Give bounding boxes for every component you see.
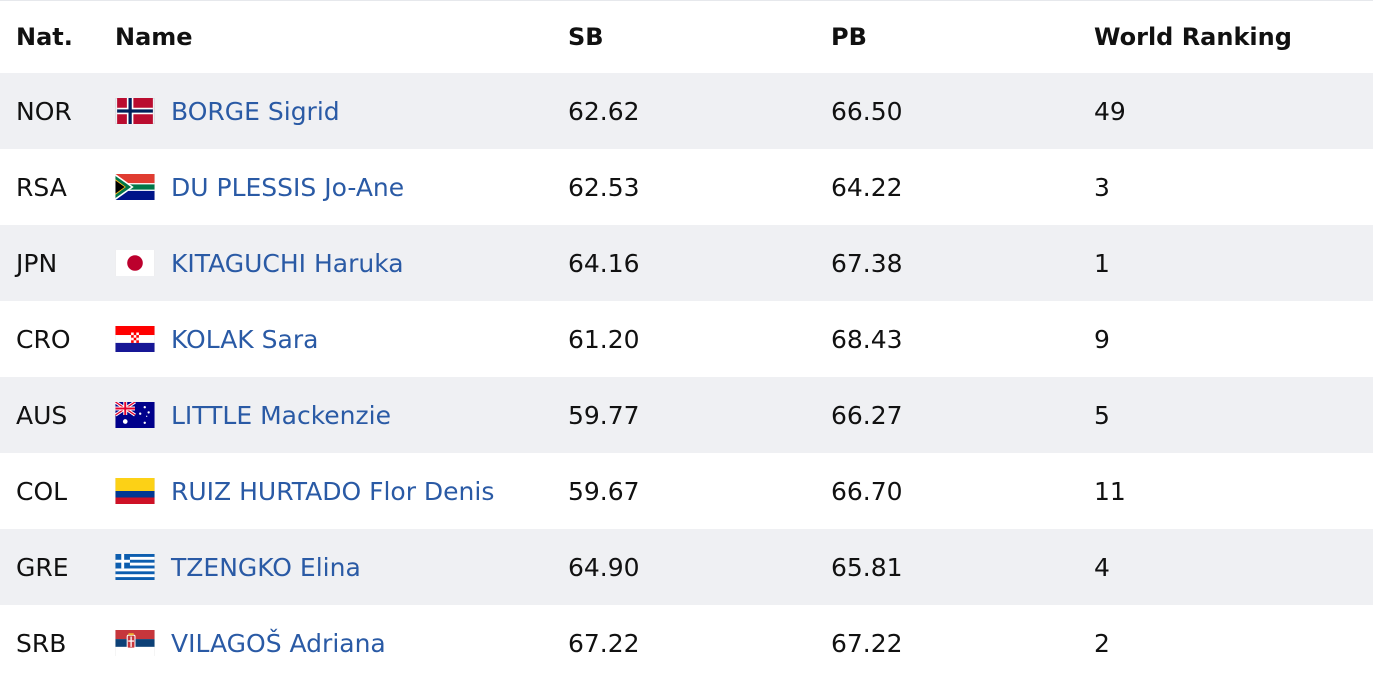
- sb-value: 64.16: [568, 248, 640, 278]
- world-ranking-value: 1: [1094, 248, 1110, 278]
- table-row: NOR BORGE Sigrid 62.62 66.50 49: [0, 73, 1373, 149]
- name-cell: DU PLESSIS Jo-Ane: [115, 173, 568, 202]
- name-cell: BORGE Sigrid: [115, 97, 568, 126]
- greece-flag-icon: [115, 554, 155, 580]
- nat-code: RSA: [16, 172, 67, 202]
- header-world-ranking[interactable]: World Ranking: [1094, 23, 1292, 51]
- norway-flag-icon: [115, 98, 155, 124]
- south-africa-flag-icon: [115, 174, 155, 200]
- nat-code: SRB: [16, 628, 67, 658]
- athlete-name-link[interactable]: LITTLE Mackenzie: [171, 400, 391, 430]
- nat-code: JPN: [16, 248, 58, 278]
- athlete-name-link[interactable]: TZENGKO Elina: [171, 552, 361, 582]
- name-cell: RUIZ HURTADO Flor Denis: [115, 477, 568, 506]
- sb-value: 61.20: [568, 324, 640, 354]
- pb-value: 66.50: [831, 96, 903, 126]
- pb-value: 64.22: [831, 172, 903, 202]
- pb-value: 67.22: [831, 628, 903, 658]
- sb-value: 59.77: [568, 400, 640, 430]
- world-ranking-value: 49: [1094, 96, 1126, 126]
- table-header: Nat. Name SB PB World Ranking: [0, 1, 1373, 73]
- table-row: JPN KITAGUCHI Haruka 64.16 67.38 1: [0, 225, 1373, 301]
- nat-code: COL: [16, 476, 68, 506]
- pb-value: 66.27: [831, 400, 903, 430]
- nat-code: CRO: [16, 324, 71, 354]
- table-row: GRE TZENGKO Elina 64.90 65.81 4: [0, 529, 1373, 605]
- athlete-name-link[interactable]: KITAGUCHI Haruka: [171, 248, 404, 278]
- australia-flag-icon: [115, 402, 155, 428]
- colombia-flag-icon: [115, 478, 155, 504]
- table-row: RSA DU PLESSIS Jo-Ane 62.53 64.22 3: [0, 149, 1373, 225]
- sb-value: 62.53: [568, 172, 640, 202]
- table-row: AUS LITTLE Mackenzie 59.77 66.27 5: [0, 377, 1373, 453]
- athlete-name-link[interactable]: DU PLESSIS Jo-Ane: [171, 172, 405, 202]
- world-ranking-value: 4: [1094, 552, 1110, 582]
- name-cell: KOLAK Sara: [115, 325, 568, 354]
- nat-code: AUS: [16, 400, 68, 430]
- table-row: CRO KOLAK Sara 61.20 68.43 9: [0, 301, 1373, 377]
- sb-value: 59.67: [568, 476, 640, 506]
- name-cell: TZENGKO Elina: [115, 553, 568, 582]
- nat-code: NOR: [16, 96, 72, 126]
- world-ranking-value: 3: [1094, 172, 1110, 202]
- header-sb[interactable]: SB: [568, 23, 604, 51]
- name-cell: LITTLE Mackenzie: [115, 401, 568, 430]
- pb-value: 66.70: [831, 476, 903, 506]
- athlete-name-link[interactable]: VILAGOŠ Adriana: [171, 628, 386, 658]
- header-pb[interactable]: PB: [831, 23, 867, 51]
- athlete-name-link[interactable]: KOLAK Sara: [171, 324, 319, 354]
- name-cell: VILAGOŠ Adriana: [115, 629, 568, 658]
- header-nat[interactable]: Nat.: [16, 23, 73, 51]
- croatia-flag-icon: [115, 326, 155, 352]
- nat-code: GRE: [16, 552, 69, 582]
- sb-value: 67.22: [568, 628, 640, 658]
- world-ranking-value: 11: [1094, 476, 1126, 506]
- pb-value: 67.38: [831, 248, 903, 278]
- athlete-name-link[interactable]: RUIZ HURTADO Flor Denis: [171, 476, 495, 506]
- sb-value: 64.90: [568, 552, 640, 582]
- table-row: SRB VILAGOŠ Adriana 67.22 67.22 2: [0, 605, 1373, 681]
- athlete-name-link[interactable]: BORGE Sigrid: [171, 96, 340, 126]
- pb-value: 68.43: [831, 324, 903, 354]
- pb-value: 65.81: [831, 552, 903, 582]
- japan-flag-icon: [115, 250, 155, 276]
- name-cell: KITAGUCHI Haruka: [115, 249, 568, 278]
- world-ranking-value: 5: [1094, 400, 1110, 430]
- table-row: COL RUIZ HURTADO Flor Denis 59.67 66.70 …: [0, 453, 1373, 529]
- serbia-flag-icon: [115, 630, 155, 656]
- world-ranking-value: 2: [1094, 628, 1110, 658]
- world-ranking-value: 9: [1094, 324, 1110, 354]
- sb-value: 62.62: [568, 96, 640, 126]
- header-name[interactable]: Name: [115, 23, 193, 51]
